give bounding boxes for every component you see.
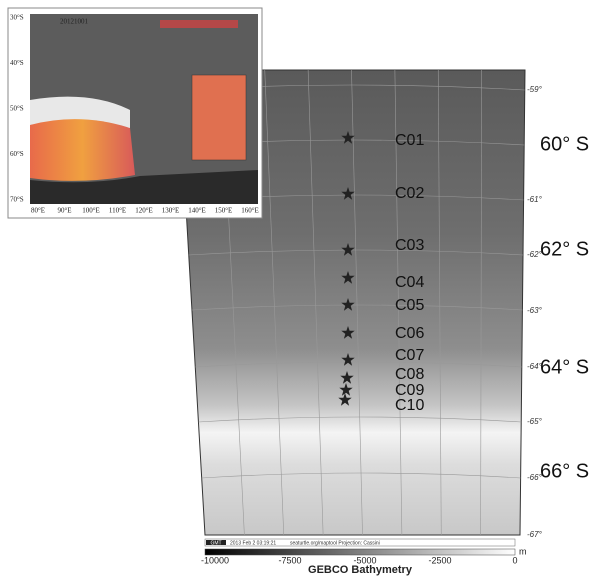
colorbar-tick: -7500 bbox=[278, 555, 301, 565]
map-tick-label: -61° bbox=[527, 195, 543, 204]
stamp-credit: seaturtle.org/maptool Projection: Cassin… bbox=[290, 540, 380, 546]
colorbar-title: GEBCO Bathymetry bbox=[308, 564, 413, 576]
inset-lon: 130°E bbox=[162, 207, 180, 215]
station-label: C03 bbox=[395, 237, 424, 254]
inset-lon: 110°E bbox=[109, 207, 126, 215]
latitude-label: 66° S bbox=[540, 460, 589, 482]
inset-date: 20121001 bbox=[60, 18, 89, 26]
map-tick-label: -59° bbox=[527, 85, 543, 94]
inset-colorscale bbox=[160, 20, 238, 28]
colorbar-tick: -5000 bbox=[353, 555, 376, 565]
inset-lon: 90°E bbox=[57, 207, 71, 215]
inset-lat: 70°S bbox=[10, 196, 24, 204]
latitude-label: 64° S bbox=[540, 356, 589, 378]
colorbar-tick: 0 bbox=[512, 555, 517, 565]
station-label: C06 bbox=[395, 325, 424, 342]
inset-lat: 30°S bbox=[10, 14, 24, 22]
station-label: C05 bbox=[395, 297, 424, 314]
station-label: C02 bbox=[395, 185, 424, 202]
inset-lon: 150°E bbox=[215, 207, 233, 215]
inset-lon: 140°E bbox=[188, 207, 206, 215]
latitude-label: 62° S bbox=[540, 238, 589, 260]
colorbar-tick: -10000 bbox=[201, 555, 229, 565]
inset-ice bbox=[30, 119, 135, 181]
map-tick-label: -67° bbox=[527, 530, 543, 539]
inset-lat: 50°S bbox=[10, 105, 24, 113]
inset-lon: 100°E bbox=[82, 207, 100, 215]
map-tick-label: -66° bbox=[527, 473, 543, 482]
inset-map bbox=[8, 8, 262, 218]
inset-lon: 160°E bbox=[241, 207, 259, 215]
gmt-logo: GMT bbox=[210, 540, 221, 546]
station-label: C10 bbox=[395, 397, 424, 414]
station-label: C08 bbox=[395, 366, 424, 383]
inset-lon: 120°E bbox=[135, 207, 153, 215]
map-tick-label: -63° bbox=[527, 306, 543, 315]
latitude-label: 60° S bbox=[540, 133, 589, 155]
inset-lat: 40°S bbox=[10, 59, 24, 67]
colorbar-tick: -2500 bbox=[428, 555, 451, 565]
inset-lon: 80°E bbox=[31, 207, 45, 215]
station-label: C04 bbox=[395, 274, 424, 291]
inset-zoom bbox=[192, 75, 246, 160]
colorbar bbox=[205, 549, 515, 555]
map-figure: C01C02C03C04C05C06C07C08C09C1060° S62° S… bbox=[0, 0, 597, 578]
stamp-date: 2013 Feb 2 03:19:21 bbox=[230, 540, 276, 546]
inset-lat: 60°S bbox=[10, 150, 24, 158]
map-tick-label: -65° bbox=[527, 417, 543, 426]
colorbar-unit: m bbox=[519, 546, 527, 556]
station-label: C01 bbox=[395, 132, 424, 149]
map-tick-label: -62° bbox=[527, 250, 543, 259]
map-tick-label: -64° bbox=[527, 362, 543, 371]
station-label: C07 bbox=[395, 347, 424, 364]
